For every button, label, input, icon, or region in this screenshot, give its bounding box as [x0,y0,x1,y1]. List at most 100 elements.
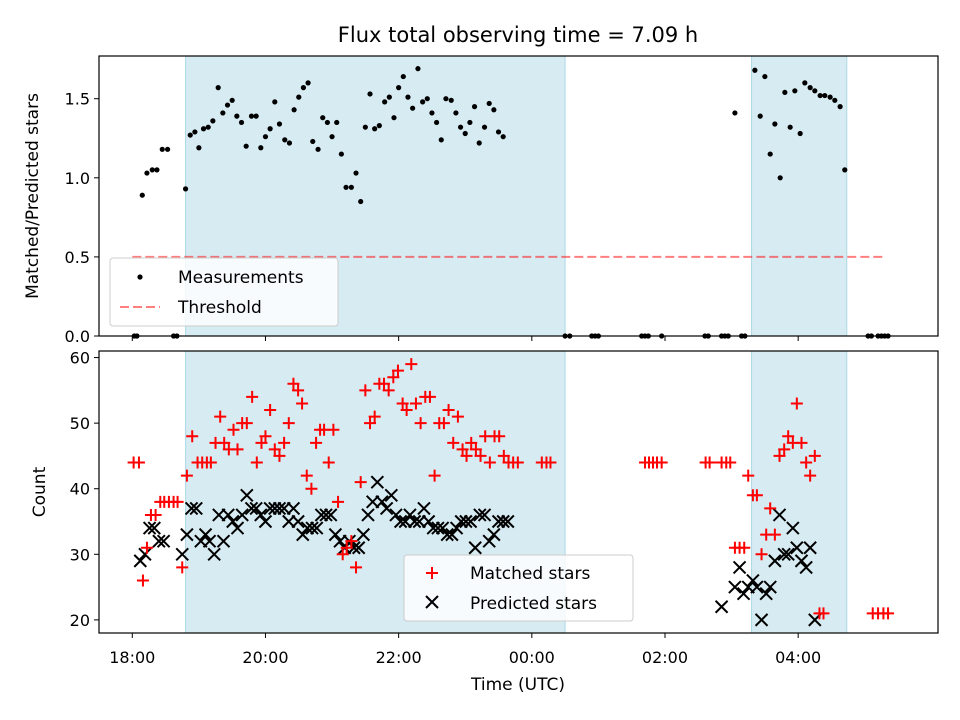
predicted-star-point [207,547,221,562]
top-y-tick-label: 1.5 [65,90,90,109]
measurement-point [396,85,402,91]
top-y-tick-label: 0.5 [65,248,90,267]
matched-star-point [359,384,372,397]
bottom-y-axis-label: Count [30,466,50,517]
matched-star-point [882,607,895,620]
measurement-point [334,119,340,126]
matched-star-point [340,541,353,554]
predicted-star-point [407,514,422,529]
legend-measurements-label: Measurements [178,268,304,288]
measurement-point [358,198,364,205]
predicted-star-point [258,514,273,529]
top-y-axis: 0.0 0.5 1.0 1.5 [65,90,99,346]
predicted-star-point [501,514,515,529]
predicted-star-point [216,534,231,548]
predicted-star-point [375,495,389,509]
matched-star-point [345,535,358,548]
measurement-point [196,145,202,151]
matched-star-point [364,417,377,430]
shaded-interval-2 [751,350,848,634]
predicted-star-point [777,547,791,562]
matched-star-point [795,436,808,449]
measurement-point [272,99,278,105]
measurement-point [187,132,193,138]
measurement-point [305,80,311,86]
matched-star-point [327,423,340,436]
measurement-point [486,100,492,107]
matched-star-point [782,430,795,443]
predicted-star-point [389,508,403,522]
predicted-star-point [449,521,464,535]
predicted-star-point [189,501,203,516]
measurement-point [243,143,249,149]
matched-star-point [511,456,524,469]
measurement-point [762,73,768,80]
measurement-point [832,97,838,103]
measurement-point [471,104,478,110]
measurement-point [822,92,828,99]
measurement-point [324,119,330,126]
matched-star-point [322,456,335,469]
measurement-point [777,175,783,181]
matched-star-point [227,423,240,436]
predicted-star-point [202,534,217,548]
measurement-point [159,146,165,152]
measurement-point [429,110,435,116]
matched-star-point [456,443,469,456]
predicted-star-point [759,586,773,601]
bottom-panel: 20 30 40 50 60 18:00 20:00 22:00 00:00 02:00 04:0… [30,349,939,695]
matched-star-point [655,456,668,469]
measurement-point [276,121,283,127]
predicted-star-point [496,514,510,529]
bottom-y-tick-label: 30 [70,545,90,564]
predicted-star-point [305,521,319,535]
predicted-star-point [790,541,804,555]
matched-star-point [724,456,737,469]
measurement-point [291,107,297,113]
top-legend: Measurements Threshold [109,257,339,327]
measurement-point [200,126,207,132]
predicted-star-point [235,508,249,522]
matched-star-point [255,436,268,449]
matched-star-point [405,358,418,371]
measurement-point [310,138,316,145]
predicted-star-point [198,527,213,542]
measurement-point [807,85,813,91]
matched-star-point [186,430,199,443]
measurement-point [338,151,344,157]
measurement-point [415,66,421,72]
matched-star-point [287,377,300,390]
predicted-star-point [487,527,501,542]
matched-star-point [483,456,496,469]
measurement-point [787,124,793,130]
measurement-point [491,107,497,113]
legend-predicted-label: Predicted stars [470,594,597,614]
measurement-point [367,91,373,97]
matched-star-point [428,469,441,482]
x-tick-label: 04:00 [775,648,821,667]
matched-star-point [764,502,777,515]
x-tick-label: 00:00 [509,648,555,667]
measurement-point [837,104,843,110]
predicted-star-point [328,527,343,542]
measurement-point [258,145,264,151]
predicted-star-point [417,501,431,516]
measurement-point [343,184,349,190]
x-tick-label: 20:00 [242,648,288,667]
matched-star-point [387,371,400,384]
predicted-star-point [291,514,305,529]
measurement-point [262,134,269,140]
matched-star-point [264,404,277,417]
predicted-star-point [226,514,240,529]
matched-star-point [437,417,450,430]
measurement-point [495,129,502,135]
measurement-point [757,113,763,119]
matched-star-point [465,436,478,449]
measurement-point [462,130,468,137]
predicted-star-point [370,475,385,489]
predicted-star-point [156,534,171,548]
predicted-star-point [794,554,809,568]
predicted-star-point [728,580,742,594]
matched-star-point [742,469,755,482]
predicted-star-point [356,527,371,542]
